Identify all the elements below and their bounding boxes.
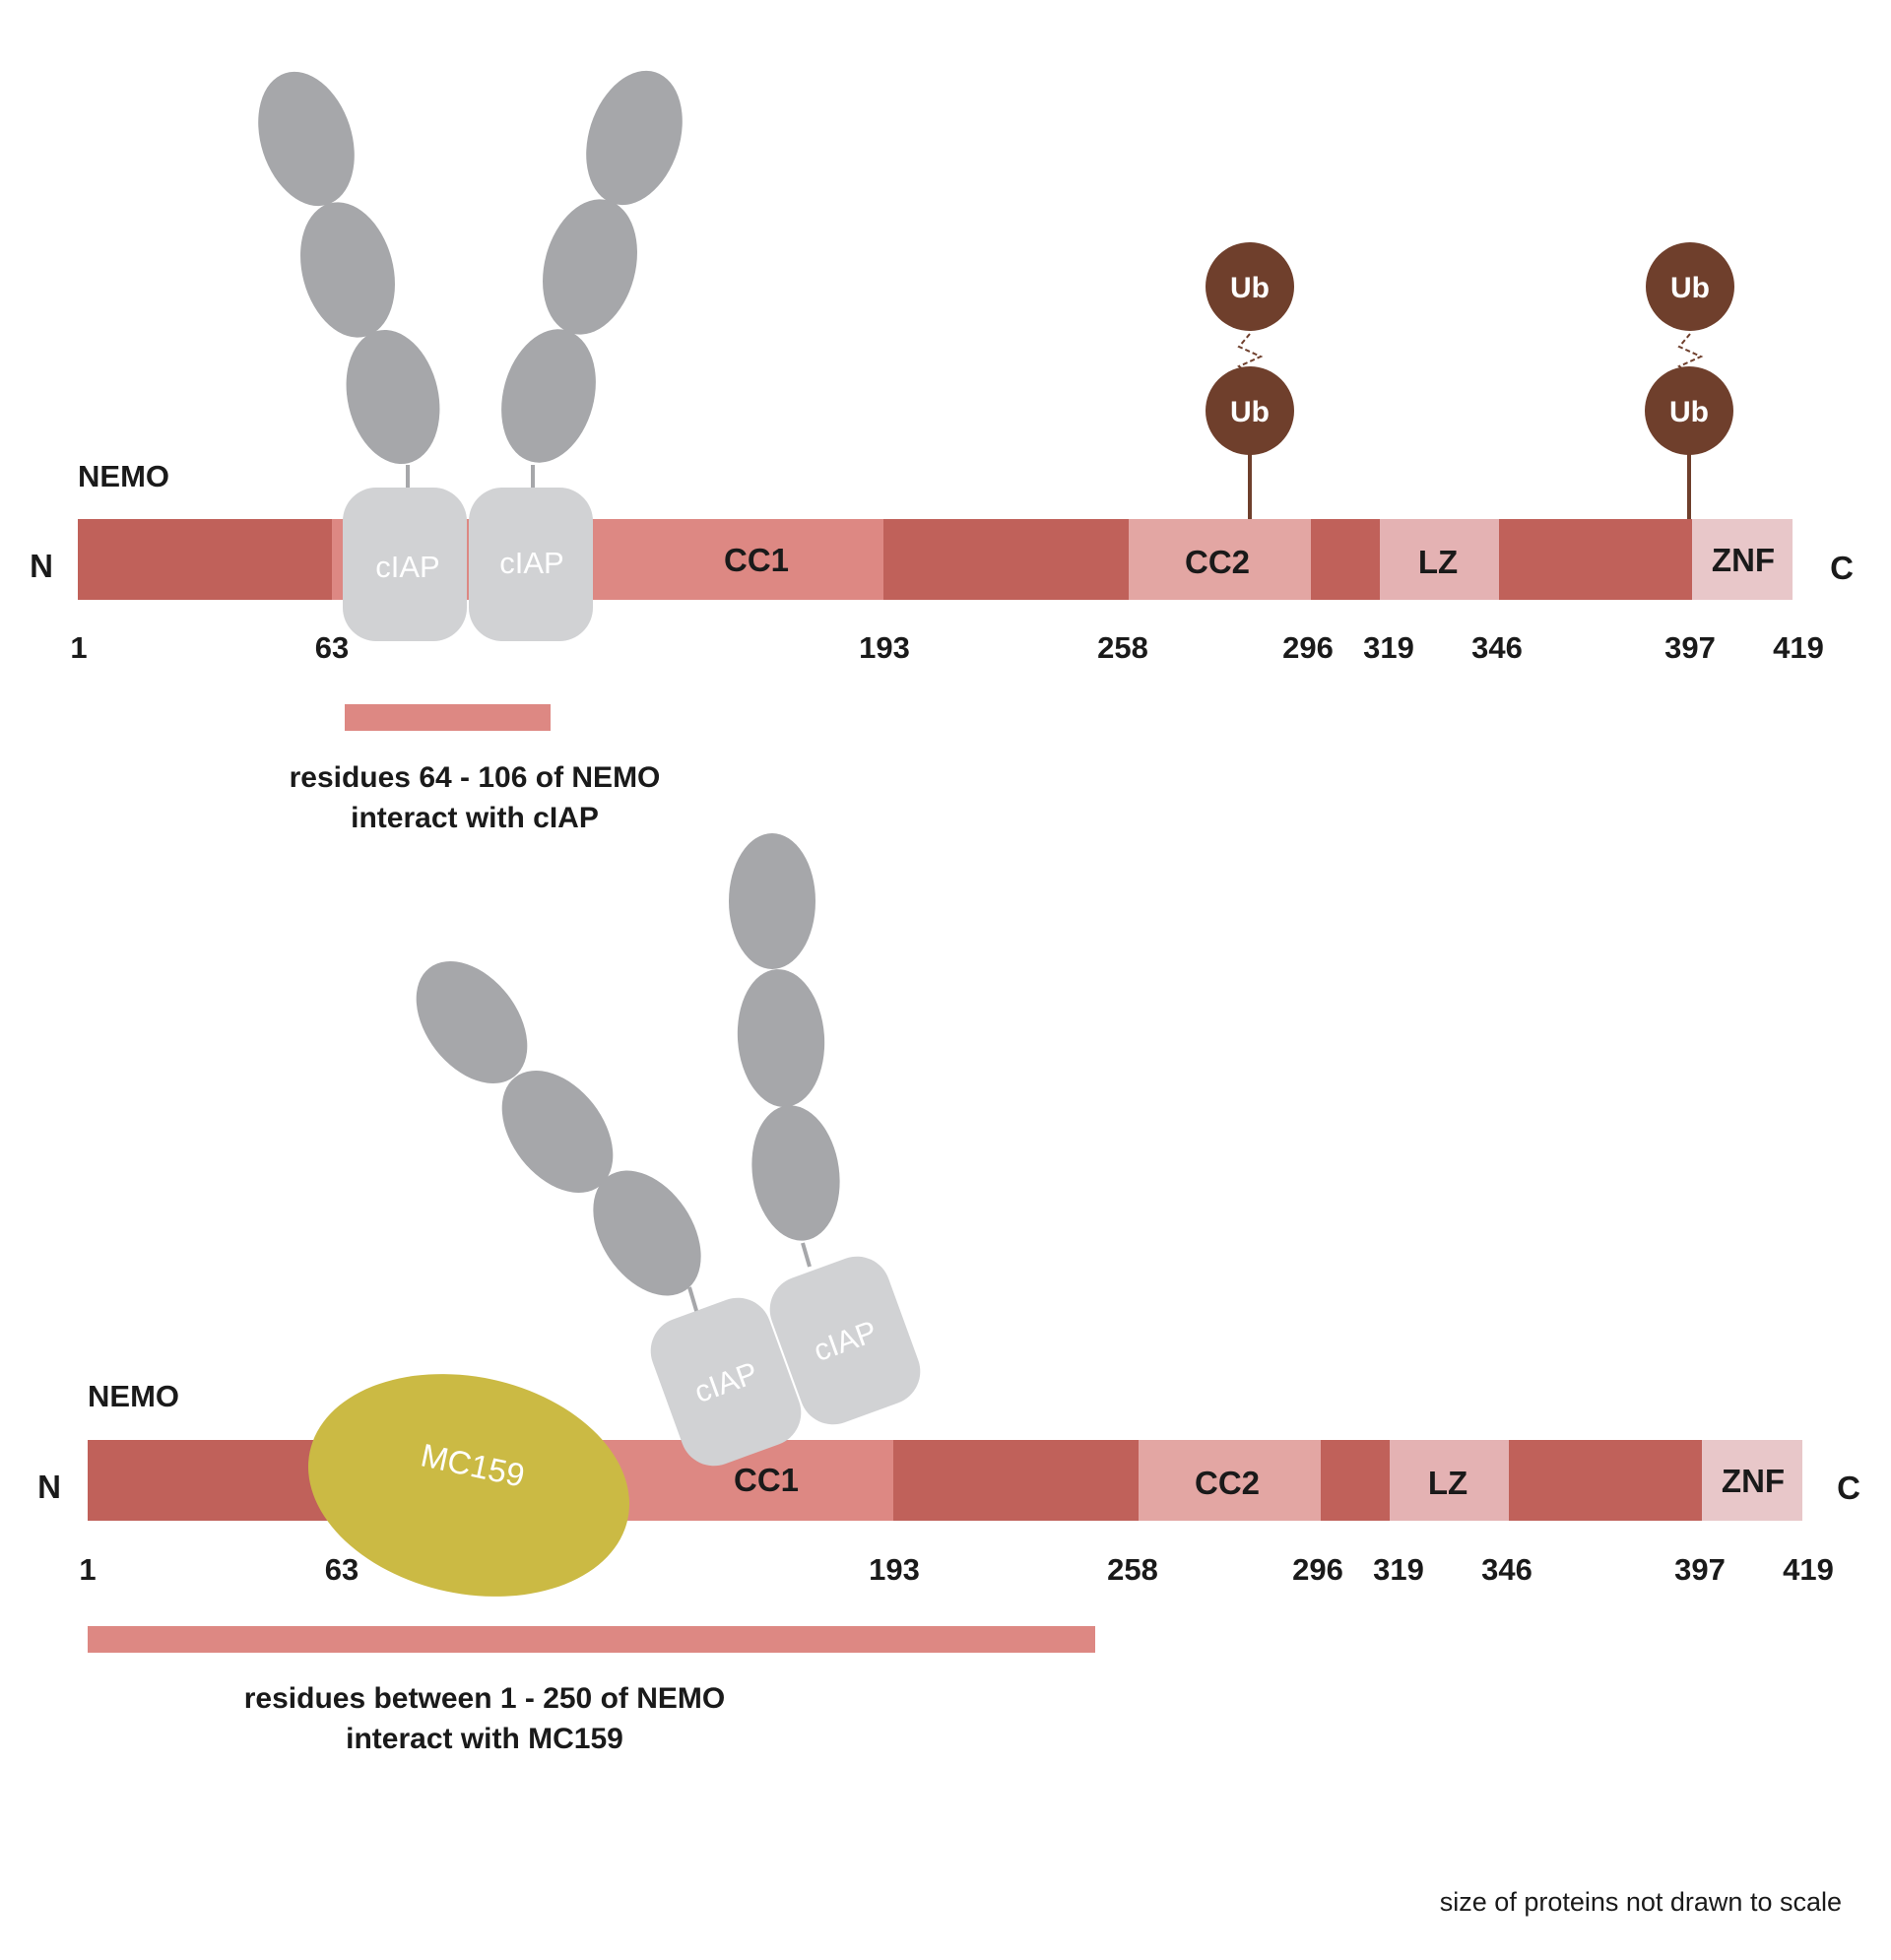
bottom-pos-258: 258 (1107, 1552, 1158, 1587)
top-ub-1b (1206, 366, 1294, 455)
bottom-left-ellipse-1 (416, 960, 528, 1084)
top-c-terminus: C (1830, 550, 1854, 586)
top-pos-63: 63 (315, 630, 349, 665)
top-segment-lz (1380, 519, 1499, 600)
top-ciap-right: cIAP (469, 70, 683, 641)
top-title: NEMO (78, 459, 169, 493)
top-ub-1a (1206, 242, 1294, 331)
bottom-right-ellipse-3 (751, 1105, 840, 1241)
top-ub-chain-2: Ub Ub (1645, 242, 1734, 519)
top-segment-znf (1692, 519, 1793, 600)
top-domain-znf: ZNF (1712, 542, 1775, 578)
top-ub-2b (1645, 366, 1733, 455)
top-segment-linker2 (1311, 519, 1380, 600)
top-position-labels: 1 63 193 258 296 319 346 397 419 (70, 630, 1823, 665)
bottom-pos-63: 63 (325, 1552, 359, 1587)
bottom-mc159: MC159 (307, 1374, 630, 1597)
top-protein-bar (78, 519, 1793, 600)
top-caption-line2: interact with cIAP (351, 802, 599, 834)
top-caption-line1: residues 64 - 106 of NEMO (290, 761, 661, 794)
top-segment-cc2 (1129, 519, 1311, 600)
top-pos-193: 193 (859, 630, 910, 665)
top-ciap-right-box (469, 488, 593, 641)
bottom-segment-znf (1702, 1440, 1802, 1521)
bottom-segment-n-term (88, 1440, 342, 1521)
bottom-segment-lz (1390, 1440, 1509, 1521)
top-left-ellipse-3 (346, 329, 440, 465)
bottom-domain-cc2: CC2 (1195, 1465, 1260, 1501)
bottom-domain-znf: ZNF (1722, 1463, 1785, 1499)
bottom-position-labels: 1 63 193 258 296 319 346 397 419 (79, 1552, 1833, 1587)
bottom-pos-296: 296 (1292, 1552, 1343, 1587)
bottom-right-ellipse-1 (729, 833, 815, 969)
bottom-interaction-bar (88, 1626, 1095, 1653)
bottom-segment-linker2 (1321, 1440, 1390, 1521)
top-ub-2a-label: Ub (1670, 272, 1710, 304)
bottom-pos-193: 193 (869, 1552, 920, 1587)
top-left-ellipse-2 (300, 202, 395, 338)
bottom-ciap-left: cIAP (416, 960, 802, 1467)
top-ciap-right-label: cIAP (499, 546, 563, 580)
top-pos-319: 319 (1363, 630, 1414, 665)
bottom-ciap-right-box (769, 1256, 921, 1425)
top-right-ellipse-3 (501, 329, 596, 463)
bottom-domain-lz: LZ (1428, 1465, 1467, 1501)
top-ciap-left-box (343, 488, 467, 641)
top-segment-n-term (78, 519, 332, 600)
bottom-pos-346: 346 (1481, 1552, 1532, 1587)
top-pos-419: 419 (1773, 630, 1824, 665)
top-domain-cc1: CC1 (724, 542, 789, 578)
top-domain-lz: LZ (1418, 544, 1458, 580)
top-domain-cc2: CC2 (1185, 544, 1250, 580)
top-right-ellipse-2 (543, 199, 637, 335)
top-ub-chain-1: Ub Ub (1206, 242, 1294, 519)
top-n-terminus: N (30, 548, 53, 584)
bottom-left-ellipse-3 (593, 1170, 701, 1296)
bottom-segment-linker (893, 1440, 1139, 1521)
top-pos-296: 296 (1282, 630, 1334, 665)
top-segment-linker (883, 519, 1129, 600)
bottom-segment-cc2 (1139, 1440, 1321, 1521)
top-interaction-bar (345, 704, 551, 731)
bottom-caption-line1: residues between 1 - 250 of NEMO (244, 1682, 725, 1715)
top-pos-346: 346 (1471, 630, 1523, 665)
bottom-right-ellipse-2 (737, 969, 825, 1107)
bottom-title: NEMO (88, 1379, 179, 1413)
top-pos-1: 1 (70, 630, 87, 665)
bottom-domain-cc1: CC1 (734, 1462, 799, 1498)
top-ciap-left-label: cIAP (375, 550, 439, 584)
top-ciap-left: cIAP (258, 71, 467, 641)
top-pos-258: 258 (1097, 630, 1148, 665)
top-ub-1b-label: Ub (1230, 396, 1270, 428)
top-left-ellipse-1 (258, 71, 355, 207)
top-ub-2a (1646, 242, 1734, 331)
top-right-ellipse-1 (586, 70, 683, 206)
bottom-pos-1: 1 (79, 1552, 96, 1587)
bottom-diagram: NEMO N C CC1 CC2 LZ ZNF 1 63 193 258 296… (37, 833, 1860, 1755)
bottom-pos-319: 319 (1373, 1552, 1424, 1587)
bottom-caption-line2: interact with MC159 (346, 1723, 623, 1755)
bottom-segment-linker3 (1509, 1440, 1702, 1521)
bottom-c-terminus: C (1837, 1470, 1860, 1506)
bottom-left-ellipse-2 (501, 1070, 614, 1194)
top-ub-1a-label: Ub (1230, 272, 1270, 304)
bottom-pos-419: 419 (1783, 1552, 1834, 1587)
bottom-ciap-left-box (650, 1297, 802, 1467)
top-ub-2b-label: Ub (1669, 396, 1709, 428)
top-pos-397: 397 (1664, 630, 1716, 665)
scale-footnote: size of proteins not drawn to scale (1440, 1887, 1842, 1917)
top-diagram: NEMO N C CC1 CC2 LZ ZNF 1 63 193 258 296… (30, 70, 1854, 834)
bottom-ciap-right: cIAP (729, 833, 921, 1425)
bottom-pos-397: 397 (1674, 1552, 1726, 1587)
mc159-ellipse (307, 1374, 630, 1597)
top-segment-linker3 (1499, 519, 1692, 600)
bottom-n-terminus: N (37, 1469, 61, 1505)
